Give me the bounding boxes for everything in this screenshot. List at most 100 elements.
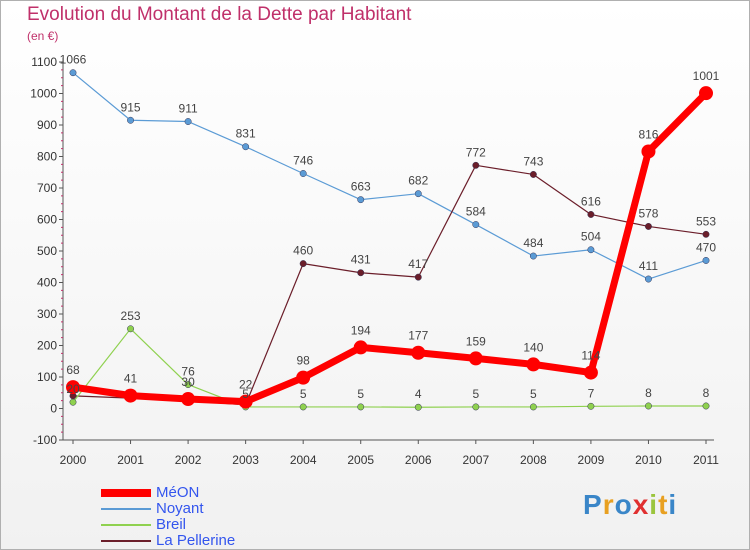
- data-point-la-pellerine: [529, 171, 537, 178]
- data-point-noyant: [184, 118, 192, 125]
- data-label-la-pellerine: 578: [638, 206, 658, 220]
- data-label-m-on: 68: [66, 363, 80, 377]
- data-label-noyant: 411: [639, 259, 658, 273]
- series-line-breil: [72, 328, 707, 408]
- data-label-la-pellerine: 460: [293, 244, 313, 258]
- y-tick-label: 900: [37, 118, 57, 132]
- x-tick-label: 2003: [232, 453, 259, 467]
- legend-swatch: [101, 508, 151, 510]
- data-label-m-on: 41: [124, 372, 138, 386]
- data-label-m-on: 159: [466, 334, 486, 348]
- data-label-la-pellerine: 553: [696, 214, 716, 228]
- data-label-noyant: 682: [408, 174, 428, 188]
- y-tick-label: 500: [37, 244, 57, 258]
- x-tick-label: 2011: [693, 453, 719, 467]
- data-point-la-pellerine: [357, 269, 365, 277]
- data-point-noyant: [299, 170, 307, 177]
- data-label-noyant: 470: [696, 240, 716, 254]
- proxiti-logo: Proxiti: [583, 489, 678, 520]
- data-label-m-on: 1001: [693, 69, 720, 83]
- data-label-m-on: 194: [351, 323, 371, 337]
- legend-label: Breil: [156, 516, 187, 533]
- data-label-noyant: 663: [351, 180, 371, 194]
- data-point-noyant: [472, 221, 480, 228]
- data-point-breil: [529, 403, 537, 411]
- data-label-noyant: 746: [293, 154, 313, 168]
- data-label-breil: 8: [703, 386, 710, 400]
- data-label-breil: 5: [357, 387, 364, 401]
- chart-subtitle: (en €): [27, 29, 59, 43]
- legend-item-noyant: Noyant: [101, 500, 321, 517]
- y-tick-label: 1000: [30, 87, 57, 101]
- data-label-noyant: 915: [121, 100, 141, 114]
- data-point-la-pellerine: [414, 273, 422, 281]
- data-label-noyant: 504: [581, 230, 601, 244]
- legend-swatch: [101, 489, 151, 497]
- data-point-breil: [127, 325, 134, 333]
- x-tick-label: 2004: [290, 453, 317, 467]
- data-point-noyant: [127, 116, 134, 124]
- data-label-m-on: 140: [523, 340, 543, 354]
- data-label-noyant: 911: [179, 102, 198, 116]
- legend-swatch: [101, 540, 151, 542]
- y-tick-label: 300: [37, 307, 57, 321]
- data-label-la-pellerine: 431: [351, 253, 371, 267]
- data-point-breil: [184, 381, 192, 389]
- data-label-breil: 5: [300, 387, 307, 401]
- data-point-noyant: [529, 252, 537, 260]
- data-point-m-on: [353, 340, 368, 355]
- legend-item-breil: Breil: [101, 516, 321, 533]
- data-label-noyant: 1066: [60, 53, 87, 67]
- data-label-noyant: 584: [466, 205, 486, 219]
- legend-item-m-on: MéON: [101, 484, 321, 501]
- x-tick-label: 2000: [60, 453, 87, 467]
- data-label-m-on: 22: [239, 378, 253, 392]
- data-point-m-on: [526, 357, 541, 372]
- data-point-m-on: [66, 380, 80, 395]
- y-tick-label: 1100: [31, 55, 57, 69]
- data-label-breil: 4: [415, 387, 422, 401]
- data-label-la-pellerine: 772: [466, 145, 486, 159]
- chart-title: Evolution du Montant de la Dette par Hab…: [27, 4, 412, 25]
- y-tick-label: 700: [37, 181, 57, 195]
- y-tick-label: 600: [37, 213, 57, 227]
- data-point-la-pellerine: [299, 260, 307, 268]
- data-point-noyant: [414, 190, 422, 198]
- data-point-noyant: [645, 275, 652, 283]
- data-label-la-pellerine: 417: [408, 257, 428, 271]
- series-line-noyant: [72, 72, 707, 280]
- series-line-m-on: [69, 89, 710, 406]
- data-label-breil: 5: [472, 387, 479, 401]
- data-point-noyant: [587, 246, 595, 254]
- data-label-m-on: 30: [181, 375, 195, 389]
- x-tick-label: 2002: [175, 453, 202, 467]
- x-tick-label: 2006: [405, 453, 432, 467]
- data-point-noyant: [702, 257, 710, 264]
- data-label-breil: 5: [242, 387, 249, 401]
- data-point-m-on: [411, 345, 426, 360]
- data-label-la-pellerine: 743: [523, 154, 543, 168]
- data-point-m-on: [123, 388, 138, 403]
- x-tick-label: 2010: [635, 453, 662, 467]
- x-tick-label: 2001: [117, 453, 144, 467]
- data-label-breil: 7: [588, 386, 595, 400]
- data-point-breil: [357, 403, 365, 411]
- data-point-la-pellerine: [472, 161, 480, 169]
- data-point-m-on: [583, 365, 598, 380]
- x-tick-label: 2009: [578, 453, 605, 467]
- data-point-breil: [414, 403, 422, 411]
- data-label-breil: 76: [181, 365, 195, 379]
- x-tick-label: 2008: [520, 453, 547, 467]
- data-point-noyant: [69, 69, 77, 77]
- x-tick-label: 2007: [462, 453, 489, 467]
- data-point-la-pellerine: [645, 222, 652, 230]
- y-tick-label: 200: [37, 339, 57, 353]
- data-point-breil: [472, 403, 480, 411]
- legend-label: Noyant: [156, 500, 204, 517]
- data-point-m-on: [699, 86, 713, 101]
- data-label-breil: 8: [645, 386, 652, 400]
- data-label-m-on: 816: [638, 127, 658, 141]
- data-point-m-on: [238, 394, 253, 409]
